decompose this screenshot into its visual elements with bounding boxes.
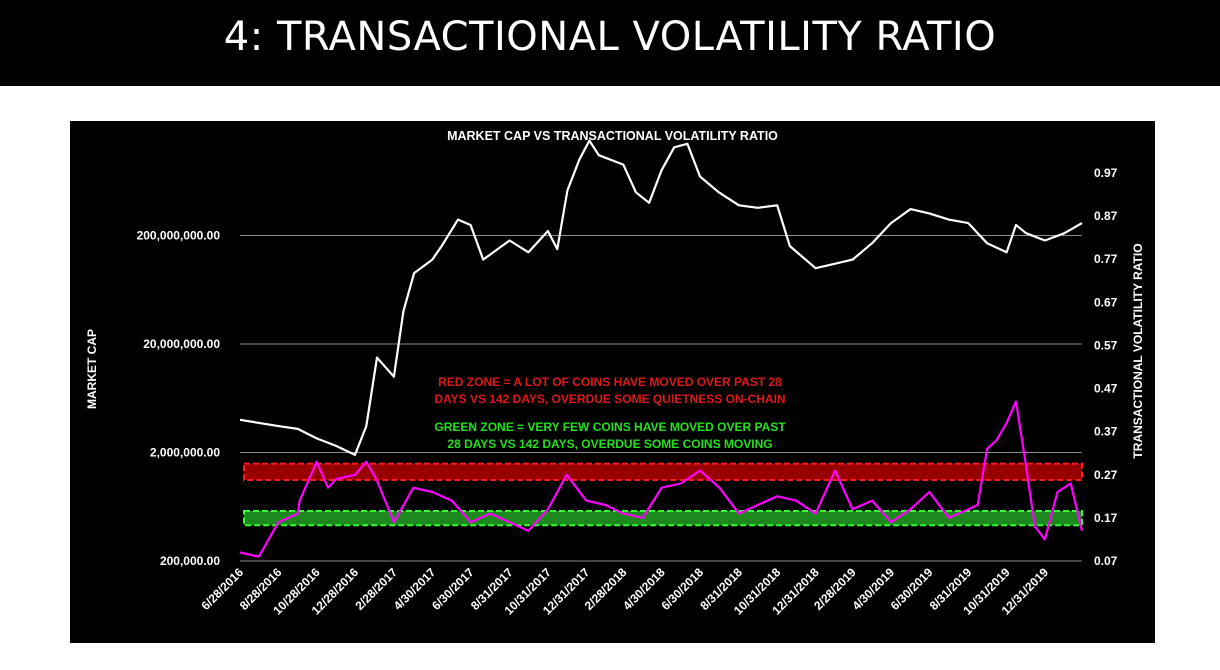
slide-title: 4: TRANSACTIONAL VOLATILITY RATIO — [223, 14, 997, 60]
y-right-axis-title: TRANSACTIONAL VOLATILITY RATIO — [1131, 243, 1145, 458]
red-zone-band — [243, 462, 1083, 481]
y-left-axis-title: MARKET CAP — [85, 329, 99, 409]
y-left-tick-label: 200,000.00 — [160, 554, 220, 568]
red-zone-note-line-1: RED ZONE = A LOT OF COINS HAVE MOVED OVE… — [438, 375, 782, 389]
y-right-tick-label: 0.67 — [1094, 295, 1118, 309]
y-right-tick-label: 0.87 — [1094, 209, 1118, 223]
y-right-tick-label: 0.97 — [1094, 166, 1118, 180]
chart-svg: 200,000,000.00 20,000,000.00 2,000,000.00 2… — [85, 139, 1145, 618]
red-zone-note-line-2: DAYS VS 142 DAYS, OVERDUE SOME QUIETNESS… — [434, 392, 786, 406]
green-zone-note-line-2: 28 DAYS VS 142 DAYS, OVERDUE SOME COINS … — [447, 437, 773, 451]
y-right-tick-label: 0.47 — [1094, 382, 1118, 396]
y-right-tick-label: 0.37 — [1094, 425, 1118, 439]
y-right-tick-label: 0.27 — [1094, 468, 1118, 482]
y-left-tick-label: 20,000,000.00 — [143, 337, 220, 351]
red-zone-note: RED ZONE = A LOT OF COINS HAVE MOVED OVE… — [400, 374, 820, 408]
volatility-ratio-line — [239, 400, 1084, 558]
slide-header: 4: TRANSACTIONAL VOLATILITY RATIO — [0, 0, 1220, 86]
market-cap-line — [239, 139, 1083, 456]
y-left-tick-label: 2,000,000.00 — [150, 446, 220, 460]
y-right-tick-label: 0.17 — [1094, 511, 1118, 525]
y-right-tick-label: 0.57 — [1094, 338, 1118, 352]
chart-title: MARKET CAP VS TRANSACTIONAL VOLATILITY R… — [447, 129, 778, 143]
y-right-tick-label: 0.07 — [1094, 554, 1118, 568]
y-right-tick-label: 0.77 — [1094, 252, 1118, 266]
green-zone-note: GREEN ZONE = VERY FEW COINS HAVE MOVED O… — [400, 419, 820, 453]
chart-panel: 200,000,000.00 20,000,000.00 2,000,000.00 2… — [70, 121, 1155, 643]
green-zone-band — [243, 509, 1083, 527]
green-zone-note-line-1: GREEN ZONE = VERY FEW COINS HAVE MOVED O… — [434, 420, 786, 434]
y-left-tick-label: 200,000,000.00 — [137, 229, 221, 243]
